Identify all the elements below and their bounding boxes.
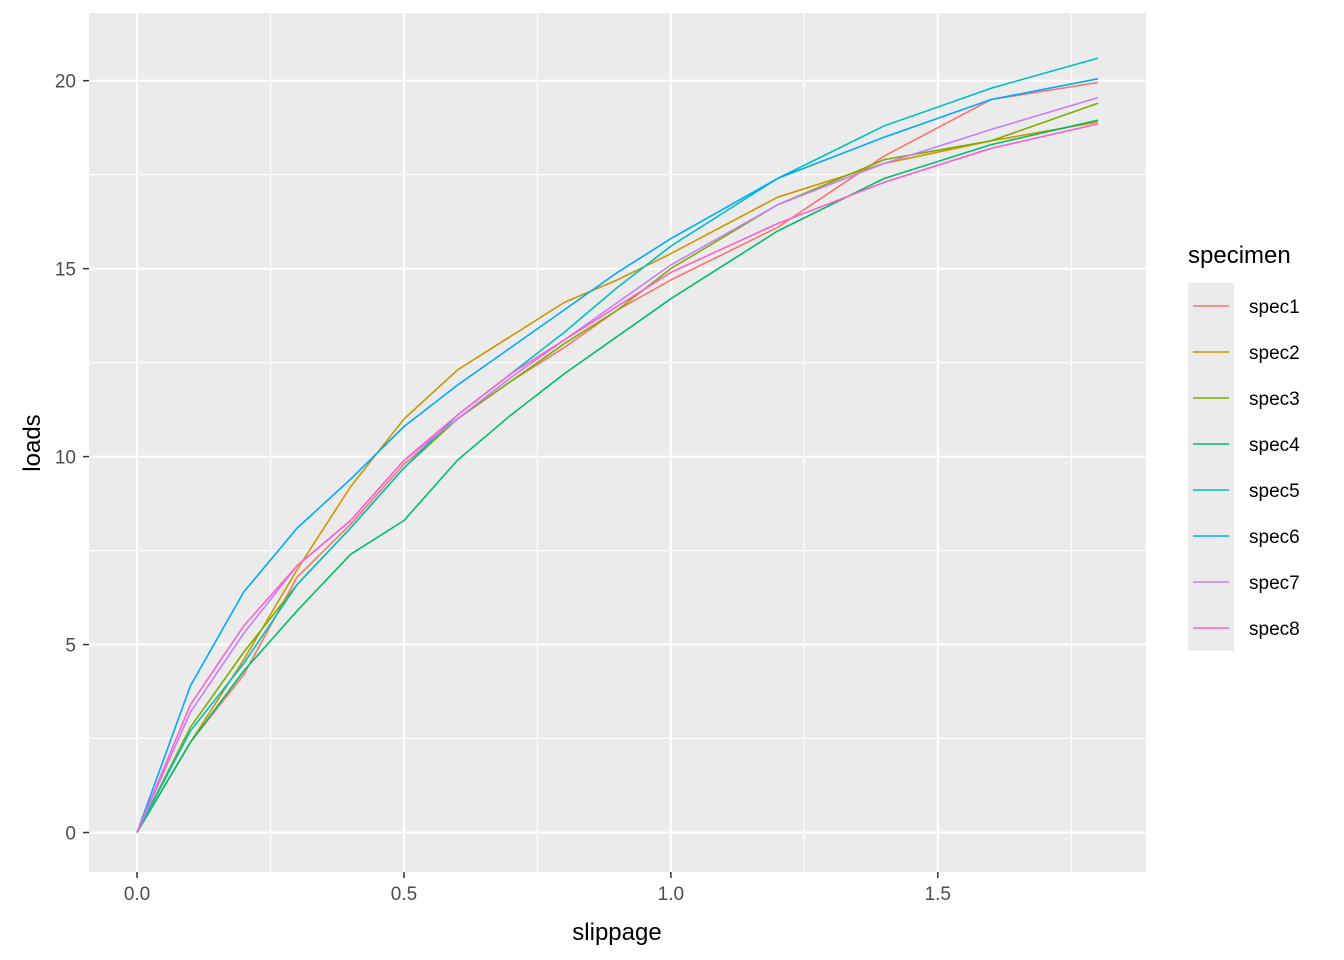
x-axis: 0.0 0.5 1.0 1.5 [124,872,951,905]
y-tick-label: 10 [55,448,76,469]
plot-panel [89,13,1146,872]
legend-label: spec8 [1249,619,1300,640]
legend-label: spec5 [1249,481,1300,502]
x-tick-label: 1.5 [925,884,951,905]
y-axis: 0 5 10 15 20 [55,72,89,845]
y-tick-label: 5 [65,636,76,657]
series-line-spec7 [136,96,1099,833]
y-tick-label: 20 [55,72,76,93]
series-lines [136,57,1099,833]
legend-label: spec6 [1249,527,1300,548]
legend-label: spec4 [1249,435,1300,456]
x-axis-title: slippage [572,919,661,946]
y-axis-title: loads [19,414,46,471]
x-tick-label: 0.5 [391,884,417,905]
minor-gridlines [89,13,1146,872]
y-tick-label: 0 [65,824,76,845]
y-tick-label: 15 [55,260,76,281]
major-gridlines [89,13,1146,872]
series-line-spec8 [136,123,1099,833]
x-tick-label: 1.0 [658,884,684,905]
x-tick-label: 0.0 [124,884,150,905]
legend-label: spec2 [1249,343,1300,364]
series-line-spec6 [136,78,1099,833]
legend-keys: spec1 spec2 spec3 spec4 spec5 spec6 spec7 spec8 [1188,283,1300,651]
legend-label: spec1 [1249,297,1300,318]
legend-label: spec7 [1249,573,1300,594]
series-line-spec3 [136,102,1099,833]
legend-label: spec3 [1249,389,1300,410]
legend-title: specimen [1188,242,1291,269]
legend: specimen spec1spec2spec3spec4spec5spec6s… [1188,242,1300,651]
